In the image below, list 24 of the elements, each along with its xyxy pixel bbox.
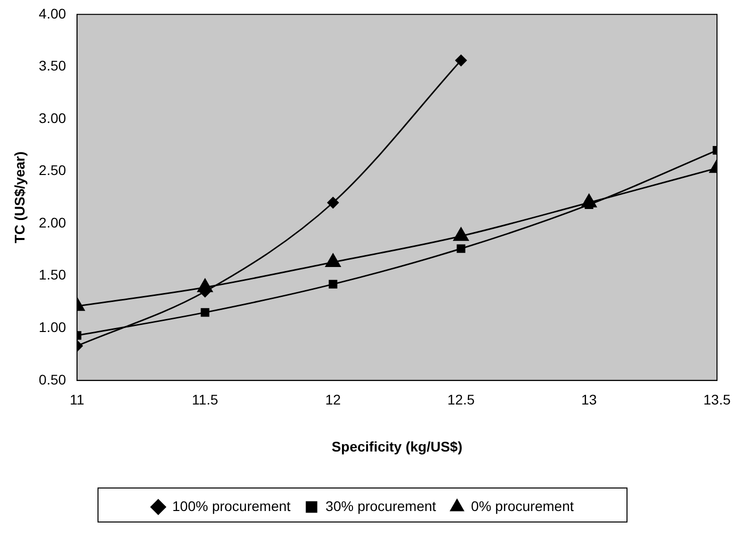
legend-label: 30% procurement bbox=[326, 498, 436, 514]
y-tick-label: 0.50 bbox=[38, 371, 66, 388]
point bbox=[327, 196, 339, 208]
x-tick-label: 11 bbox=[70, 392, 85, 408]
y-tick-label: 2.50 bbox=[38, 162, 66, 178]
x-tick-label: 13 bbox=[581, 392, 598, 408]
point bbox=[328, 280, 338, 288]
y-tick-label: 4.00 bbox=[38, 5, 66, 22]
x-axis-title: Specificity (kg/US$) bbox=[332, 438, 462, 454]
y-tick-label: 3.50 bbox=[38, 58, 66, 74]
y-tick-label: 1.00 bbox=[38, 318, 66, 335]
y-tick-label: 3.00 bbox=[38, 110, 66, 126]
x-tick-label: 12 bbox=[325, 392, 342, 408]
y-tick-label: 1.50 bbox=[38, 266, 66, 283]
legend-label: 0% procurement bbox=[471, 498, 574, 514]
point bbox=[200, 308, 210, 317]
legend-label: 100% procurement bbox=[172, 498, 291, 514]
y-axis-title: TC (US$/year) bbox=[11, 151, 28, 244]
x-tick-label: 11.5 bbox=[192, 392, 218, 408]
point bbox=[455, 54, 467, 66]
point bbox=[456, 244, 466, 253]
x-tick-label: 12.5 bbox=[447, 392, 475, 408]
x-tick-label: 13.5 bbox=[703, 392, 731, 408]
y-tick-label: 2.00 bbox=[38, 214, 66, 230]
